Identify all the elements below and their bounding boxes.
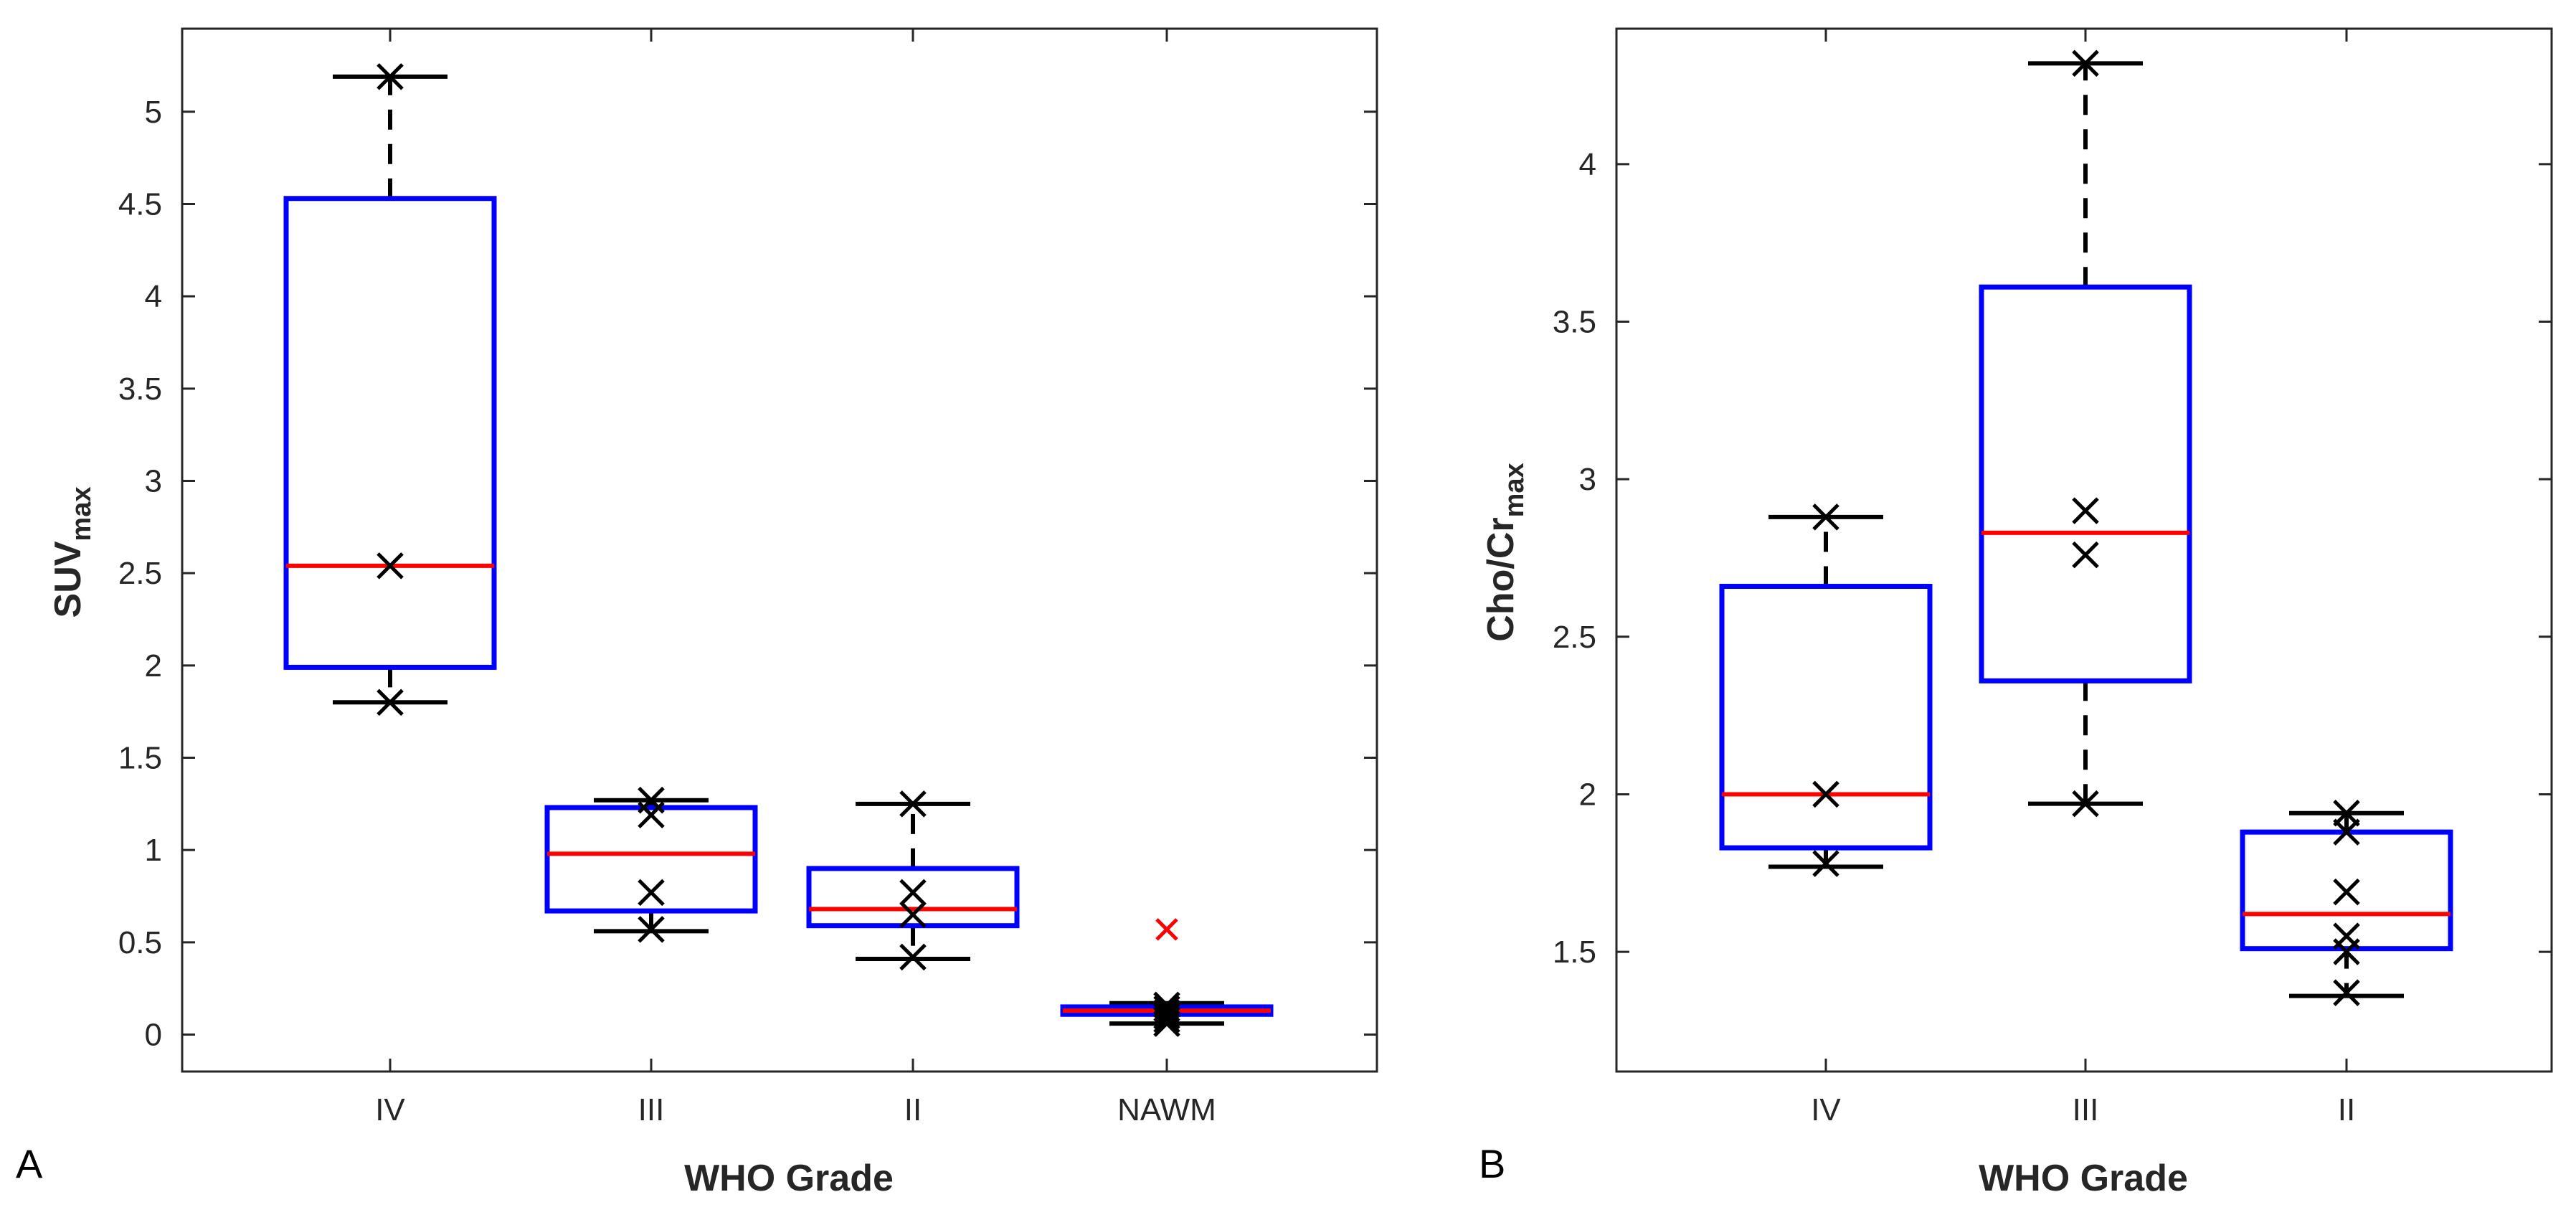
panel-label-a: A — [16, 1141, 43, 1186]
axes-frame-a — [181, 27, 1378, 1073]
outlier-point — [1155, 918, 1178, 941]
x-tick-label-b-2: II — [2338, 1092, 2355, 1127]
x-tick-label-b-1: III — [2073, 1092, 2099, 1127]
y-tick-label-a-1: 0.5 — [118, 925, 162, 960]
y-tick-label-a-2: 1 — [145, 833, 162, 868]
box-iqr — [1719, 584, 1933, 851]
y-axis-title-b-sub: max — [1500, 463, 1530, 517]
x-tick-label-b-0: IV — [1811, 1092, 1841, 1127]
x-axis-title-b: WHO Grade — [1979, 1158, 2188, 1199]
data-point — [899, 879, 927, 907]
data-point — [1812, 503, 1839, 531]
box-iqr — [283, 196, 497, 670]
data-point — [1812, 780, 1839, 808]
box-iqr — [806, 866, 1020, 929]
data-point — [638, 916, 665, 943]
y-axis-title-b: Cho/Crmax — [1480, 463, 1530, 641]
data-point — [1812, 850, 1839, 877]
data-point — [2072, 49, 2099, 77]
data-point — [2072, 497, 2099, 524]
x-tick-label-a-2: II — [904, 1092, 922, 1127]
y-axis-title-a: SUVmax — [47, 487, 97, 618]
x-tick-label-a-3: NAWM — [1117, 1092, 1216, 1127]
y-tick-label-a-5: 2.5 — [118, 556, 162, 591]
box-iqr — [1979, 284, 2192, 684]
box-a-NAWM — [1060, 918, 1274, 1037]
y-tick-label-b-3: 3 — [1579, 462, 1596, 497]
box-a-III — [544, 786, 758, 943]
box-a-II — [806, 790, 1020, 971]
data-point — [2072, 541, 2099, 569]
y-tick-label-a-0: 0 — [145, 1018, 162, 1053]
y-axis-title-b-main: Cho/Cr — [1480, 517, 1522, 641]
y-tick-label-b-4: 3.5 — [1553, 305, 1596, 340]
box-a-IV — [283, 63, 497, 716]
y-axis-title-a-main: SUV — [47, 541, 89, 618]
y-tick-label-a-10: 5 — [145, 95, 162, 130]
axes-frame-b — [1615, 27, 2553, 1073]
y-tick-label-b-5: 4 — [1579, 147, 1596, 182]
data-point — [638, 801, 665, 829]
x-tick-label-a-1: III — [638, 1092, 665, 1127]
y-tick-label-a-3: 1.5 — [118, 741, 162, 776]
y-tick-label-a-6: 3 — [145, 463, 162, 498]
data-point — [1153, 1010, 1180, 1037]
data-point — [1153, 1003, 1180, 1030]
box-b-IV — [1719, 503, 1933, 877]
y-axis-title-a-sub: max — [67, 487, 97, 541]
box-iqr — [544, 805, 758, 914]
x-axis-title-a: WHO Grade — [684, 1158, 894, 1199]
data-point — [377, 689, 404, 716]
panel-label-b: B — [1479, 1141, 1505, 1186]
x-tick-label-a-0: IV — [375, 1092, 405, 1127]
y-tick-label-a-9: 4.5 — [118, 186, 162, 222]
data-point — [899, 790, 927, 818]
y-tick-label-b-0: 1.5 — [1553, 935, 1596, 970]
data-point — [2333, 938, 2360, 965]
data-point — [2333, 979, 2360, 1006]
data-point — [377, 552, 404, 580]
data-point — [2333, 800, 2360, 827]
data-point — [1153, 998, 1180, 1026]
y-tick-label-b-2: 2.5 — [1553, 620, 1596, 655]
data-point — [2333, 878, 2360, 906]
y-tick-label-a-8: 4 — [145, 279, 162, 314]
y-tick-label-b-1: 2 — [1579, 777, 1596, 812]
data-point — [899, 901, 927, 929]
y-tick-label-a-7: 3.5 — [118, 372, 162, 407]
box-b-II — [2240, 800, 2453, 1006]
data-point — [1153, 1006, 1180, 1034]
y-tick-label-a-4: 2 — [145, 648, 162, 684]
data-point — [2333, 818, 2360, 846]
box-b-III — [1979, 49, 2192, 818]
data-point — [638, 879, 665, 907]
data-point — [899, 943, 927, 971]
data-point — [377, 63, 404, 90]
data-point — [2072, 790, 2099, 818]
